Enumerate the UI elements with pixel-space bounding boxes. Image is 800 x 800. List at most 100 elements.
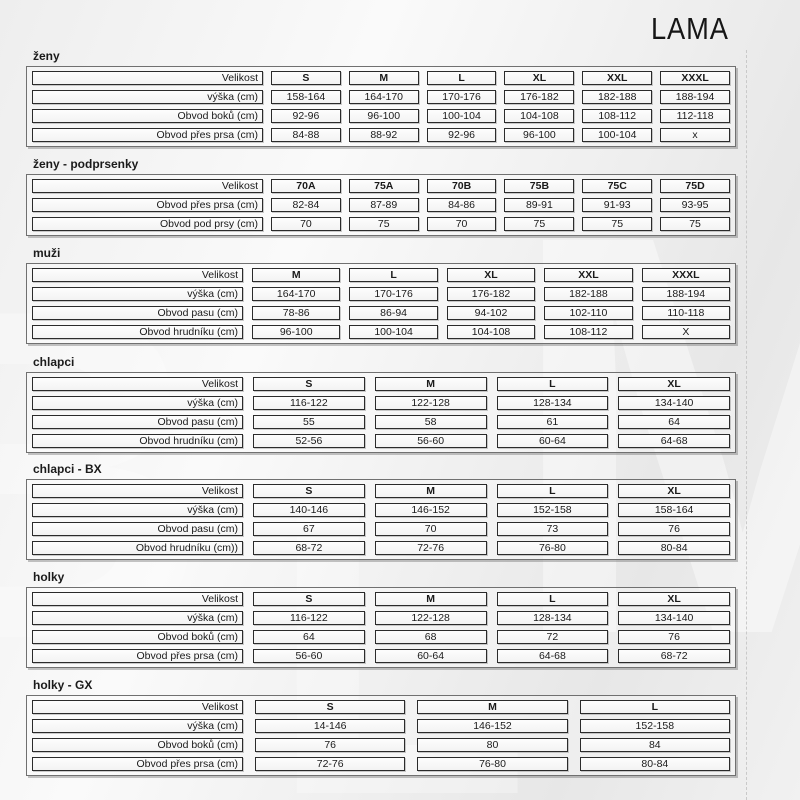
column-header-cell: XL	[504, 71, 575, 85]
row-label-cell: výška (cm)	[32, 396, 243, 410]
value-cell: 72	[496, 630, 609, 644]
value-cell: 70	[271, 217, 341, 231]
column-header-cell: XL	[618, 377, 730, 391]
column-header-cell: XL	[446, 268, 536, 282]
value-cell: 68-72	[253, 541, 365, 555]
section-title: ženy	[33, 49, 60, 63]
column-header-cell: 75A	[348, 179, 419, 193]
row-label-cell: výška (cm)	[32, 287, 243, 301]
size-table-section-muzi: muži Velikost M L XL XXL XXXL výška (cm) 164-170…	[26, 247, 736, 344]
size-table-section-holky: holky Velikost S M L XL výška (cm) 116-122 122-1…	[26, 571, 736, 668]
column-header-cell: M	[252, 268, 341, 282]
value-cell: 176-182	[446, 287, 536, 301]
header-label-cell: Velikost	[32, 700, 243, 714]
table-row: Obvod boků (cm) 76 80 84	[32, 738, 730, 752]
value-cell: 87-89	[348, 198, 419, 212]
value-cell: 64	[253, 630, 365, 644]
value-cell: 58	[374, 415, 487, 429]
value-cell: 164-170	[348, 90, 419, 104]
value-cell: 72-76	[255, 757, 406, 771]
value-cell: 102-110	[544, 306, 633, 320]
column-header-cell: XXXL	[660, 71, 730, 85]
row-label-cell: Obvod přes prsa (cm)	[32, 757, 243, 771]
value-cell: 170-176	[426, 90, 497, 104]
table-row: výška (cm) 140-146 146-152 152-158 158-164	[32, 503, 730, 517]
value-cell: 108-112	[544, 325, 633, 339]
row-label-cell: Obvod přes prsa (cm)	[32, 198, 263, 212]
row-label-cell: Obvod pasu (cm)	[32, 306, 243, 320]
header-label-cell: Velikost	[32, 268, 243, 282]
column-header-cell: L	[349, 268, 438, 282]
section-title: holky	[33, 570, 65, 584]
table-row: Obvod boků (cm) 64 68 72 76	[32, 630, 730, 644]
table-row: výška (cm) 164-170 170-176 176-182 182-188 18…	[32, 287, 731, 301]
value-cell: 64	[618, 415, 730, 429]
section-title: muži	[33, 246, 61, 260]
value-cell: 64-68	[496, 649, 609, 663]
value-cell: 116-122	[253, 611, 365, 625]
column-header-cell: 75C	[582, 179, 653, 193]
section-title: ženy - podprsenky	[33, 157, 139, 171]
value-cell: 152-158	[496, 503, 609, 517]
table-row: Obvod přes prsa (cm) 56-60 60-64 64-68 68-72	[32, 649, 730, 663]
value-cell: 76	[618, 630, 730, 644]
value-cell: 182-188	[544, 287, 633, 301]
row-label-cell: Obvod hrudníku (cm)	[32, 325, 243, 339]
value-cell: 158-164	[271, 90, 341, 104]
value-cell: 152-158	[579, 719, 730, 733]
value-cell: 188-194	[660, 90, 730, 104]
value-cell: 100-104	[426, 109, 497, 123]
table-row: Obvod přes prsa (cm) 72-76 76-80 80-84	[32, 757, 730, 771]
value-cell: 96-100	[348, 109, 419, 123]
column-header-cell: M	[374, 592, 487, 606]
size-table: Velikost 70A 75A 70B 75B 75C 75D Obvod přes prs…	[26, 174, 736, 236]
table-header-row: Velikost S M L XL	[32, 592, 730, 606]
table-row: Obvod hrudníku (cm) 52-56 56-60 60-64 64-68	[32, 434, 730, 448]
value-cell: 89-91	[504, 198, 575, 212]
value-cell: 80	[417, 738, 568, 752]
value-cell: 110-118	[641, 306, 731, 320]
size-table: Velikost S M L XL XXL XXXL výška (cm) 158-164 164…	[26, 66, 736, 147]
row-label-cell: Obvod boků (cm)	[32, 109, 263, 123]
column-header-cell: M	[417, 700, 568, 714]
column-header-cell: L	[496, 377, 609, 391]
value-cell: 64-68	[618, 434, 730, 448]
value-cell: 70	[374, 522, 487, 536]
row-label-cell: Obvod boků (cm)	[32, 738, 243, 752]
brand-logo: LAMA	[651, 11, 729, 46]
size-table-section-zeny: ženy Velikost S M L XL XXL XXXL výška (cm) 158-16…	[26, 50, 736, 147]
section-title: chlapci	[33, 355, 75, 369]
value-cell: 92-96	[426, 128, 497, 142]
value-cell: 76	[618, 522, 730, 536]
table-header-row: Velikost S M L XL XXL XXXL	[32, 71, 730, 85]
value-cell: 134-140	[618, 611, 730, 625]
value-cell: 112-118	[660, 109, 730, 123]
size-table-section-chlapci-bx: chlapci - BX Velikost S M L XL výška (cm) 140-1…	[26, 463, 736, 560]
header-label-cell: Velikost	[32, 71, 263, 85]
value-cell: 128-134	[496, 396, 609, 410]
value-cell: 56-60	[253, 649, 365, 663]
value-cell: X	[641, 325, 731, 339]
row-label-cell: Obvod hrudníku (cm)	[32, 434, 243, 448]
table-row: Obvod pasu (cm) 55 58 61 64	[32, 415, 730, 429]
table-header-row: Velikost S M L	[32, 700, 730, 714]
table-row: Obvod hrudníku (cm) 96-100 100-104 104-108 1…	[32, 325, 731, 339]
table-row: výška (cm) 116-122 122-128 128-134 134-140	[32, 611, 730, 625]
column-header-cell: L	[426, 71, 497, 85]
value-cell: 158-164	[618, 503, 730, 517]
table-row: Obvod hrudníku (cm)) 68-72 72-76 76-80 80-84	[32, 541, 730, 555]
column-header-cell: XL	[618, 484, 730, 498]
value-cell: 76-80	[496, 541, 609, 555]
column-header-cell: S	[253, 484, 365, 498]
value-cell: 91-93	[582, 198, 653, 212]
value-cell: 116-122	[253, 396, 365, 410]
row-label-cell: Obvod hrudníku (cm))	[32, 541, 243, 555]
value-cell: 96-100	[252, 325, 341, 339]
value-cell: 176-182	[504, 90, 575, 104]
column-header-cell: L	[496, 484, 609, 498]
value-cell: 55	[253, 415, 365, 429]
value-cell: 100-104	[349, 325, 438, 339]
value-cell: 93-95	[660, 198, 730, 212]
